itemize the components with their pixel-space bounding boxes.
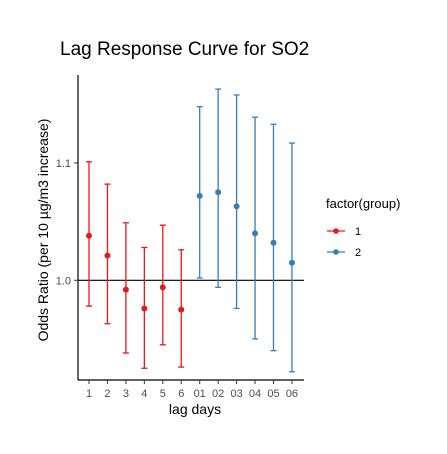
x-tick-label: 03 bbox=[230, 388, 242, 400]
error-bar-group bbox=[104, 183, 111, 325]
data-point bbox=[122, 286, 129, 293]
x-tick-label: 6 bbox=[178, 388, 184, 400]
x-tick-label: 04 bbox=[249, 388, 261, 400]
data-point bbox=[215, 189, 222, 196]
x-tick-label: 02 bbox=[212, 388, 224, 400]
x-tick-label: 2 bbox=[104, 388, 110, 400]
data-point bbox=[252, 230, 259, 237]
y-axis-title: Odds Ratio (per 10 µg/m3 increase) bbox=[35, 119, 51, 342]
legend-title: factor(group) bbox=[326, 196, 400, 211]
data-point bbox=[159, 284, 166, 291]
error-bar-group bbox=[252, 116, 259, 340]
x-tick-label: 1 bbox=[86, 388, 92, 400]
legend: factor(group) 1 2 bbox=[326, 196, 400, 259]
chart-title: Lag Response Curve for SO2 bbox=[60, 39, 309, 60]
data-point bbox=[196, 192, 203, 199]
x-tick-label: 01 bbox=[194, 388, 206, 400]
y-tick-label: 1.1 bbox=[56, 158, 71, 170]
error-bar-group bbox=[178, 249, 185, 368]
error-bar-group bbox=[288, 142, 295, 373]
error-bar-group bbox=[122, 222, 129, 354]
error-bar-group bbox=[270, 123, 277, 352]
y-tick-label: 1.0 bbox=[56, 275, 71, 287]
error-bar-group bbox=[196, 106, 203, 279]
x-axis-title: lag days bbox=[169, 401, 221, 417]
data-point bbox=[270, 239, 277, 246]
x-tick-label: 3 bbox=[123, 388, 129, 400]
error-bar-group bbox=[86, 161, 92, 307]
data-point bbox=[233, 203, 240, 210]
error-bar-group bbox=[215, 88, 222, 288]
data-point bbox=[288, 259, 295, 266]
legend-key-point bbox=[333, 249, 339, 255]
error-bar-group bbox=[159, 224, 166, 346]
x-tick-label: 06 bbox=[286, 388, 298, 400]
legend-label: 2 bbox=[355, 247, 361, 259]
error-bar-group bbox=[141, 246, 148, 369]
x-tick-label: 4 bbox=[141, 388, 147, 400]
data-point bbox=[104, 252, 111, 259]
plot-area: 1.0 1.1 1 2 3 4 5 6 01 02 03 04 05 06 bbox=[56, 75, 304, 400]
x-tick-label: 5 bbox=[160, 388, 166, 400]
data-point bbox=[178, 306, 185, 313]
legend-key-point bbox=[333, 228, 339, 234]
x-tick-label: 05 bbox=[267, 388, 279, 400]
data-point bbox=[141, 305, 148, 312]
legend-label: 1 bbox=[355, 226, 361, 238]
error-bar-group bbox=[233, 94, 240, 310]
data-point bbox=[86, 232, 92, 239]
